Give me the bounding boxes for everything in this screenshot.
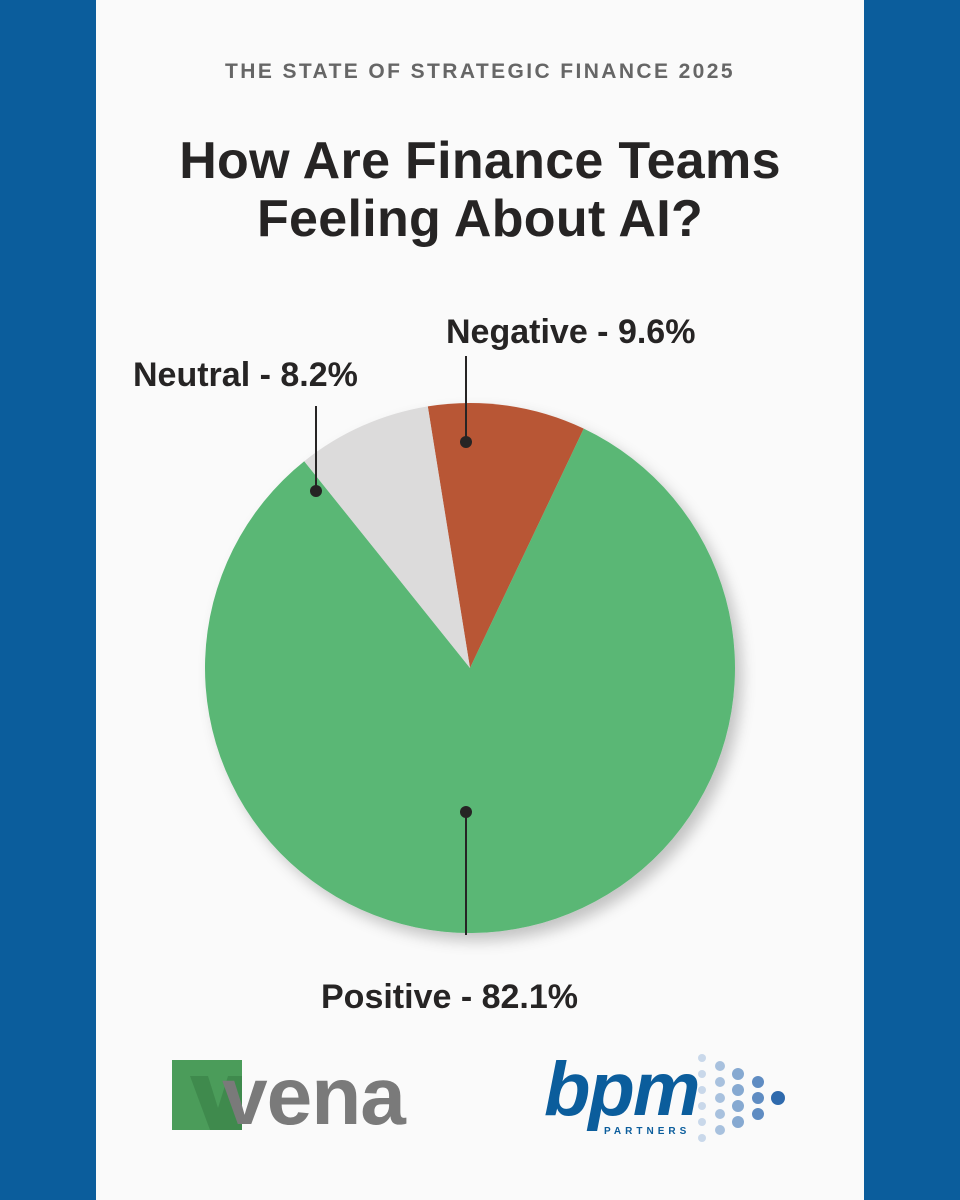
bpm-dot xyxy=(732,1068,744,1080)
pie-slices xyxy=(204,403,735,934)
slice-label-neutral: Neutral - 8.2% xyxy=(133,356,358,394)
bpm-logo-subtext: PARTNERS xyxy=(604,1126,691,1137)
bpm-dot xyxy=(732,1116,744,1128)
bpm-dot xyxy=(715,1109,725,1119)
slice-label-positive: Positive - 82.1% xyxy=(321,978,578,1016)
chart-title: How Are Finance Teams Feeling About AI? xyxy=(96,132,864,248)
leader-dot-negative xyxy=(460,436,472,448)
bpm-logo-text: bpm xyxy=(544,1047,700,1132)
bpm-dot xyxy=(698,1118,706,1126)
bpm-dot xyxy=(752,1076,764,1088)
bpm-dot xyxy=(715,1077,725,1087)
chart-title-line-1: How Are Finance Teams xyxy=(179,132,781,190)
bpm-dot xyxy=(732,1100,744,1112)
pie-slice-neutral xyxy=(304,406,470,668)
bpm-dot xyxy=(698,1086,706,1094)
pie-slice-positive xyxy=(204,428,735,934)
chart-title-line-2: Feeling About AI? xyxy=(256,190,704,248)
bpm-dot xyxy=(732,1084,744,1096)
vena-logo-text: vena xyxy=(222,1051,406,1142)
pie-slice-negative xyxy=(427,403,584,668)
bpm-dot xyxy=(771,1091,785,1105)
bpm-dot xyxy=(715,1093,725,1103)
leader-dot-neutral xyxy=(310,485,322,497)
vena-logo-mark xyxy=(172,1060,242,1130)
bpm-dot xyxy=(698,1134,706,1142)
pie-leaders xyxy=(310,356,472,935)
bpm-dot xyxy=(752,1092,764,1104)
bpm-dot xyxy=(698,1070,706,1078)
bpm-logo-dots xyxy=(698,1054,785,1142)
bpm-dot xyxy=(698,1054,706,1062)
slice-label-negative: Negative - 9.6% xyxy=(446,313,695,351)
bpm-dot xyxy=(715,1061,725,1071)
bpm-dot xyxy=(715,1125,725,1135)
bpm-dot xyxy=(752,1108,764,1120)
leader-dot-positive xyxy=(460,806,472,818)
report-supertitle: THE STATE OF STRATEGIC FINANCE 2025 xyxy=(225,60,735,83)
bpm-dot xyxy=(698,1102,706,1110)
